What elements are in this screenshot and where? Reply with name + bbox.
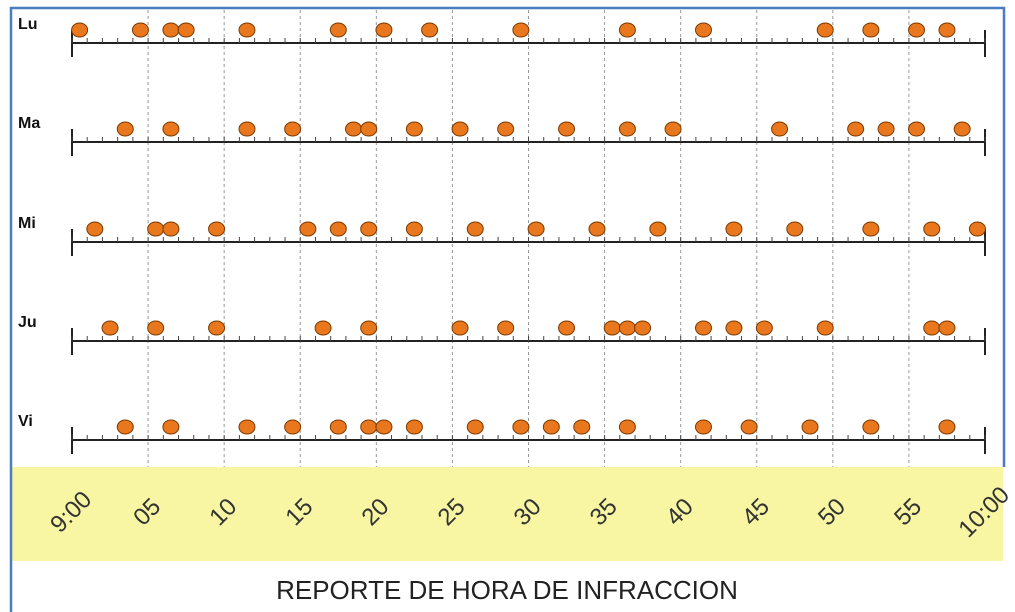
dot bbox=[497, 320, 515, 336]
dot bbox=[131, 22, 149, 38]
dot bbox=[664, 121, 682, 137]
frame bbox=[9, 6, 1006, 612]
row-label: Mi bbox=[18, 215, 36, 232]
dot bbox=[116, 419, 134, 435]
tick-band bbox=[12, 467, 1003, 561]
dot bbox=[314, 320, 332, 336]
dot bbox=[771, 121, 789, 137]
row-label: Ju bbox=[18, 314, 37, 331]
row-label: Lu bbox=[18, 16, 38, 33]
dot bbox=[862, 22, 880, 38]
dot bbox=[345, 121, 363, 137]
dot bbox=[466, 221, 484, 237]
dot bbox=[177, 22, 195, 38]
dot bbox=[360, 121, 378, 137]
dot bbox=[238, 419, 256, 435]
dot bbox=[208, 320, 226, 336]
dot bbox=[329, 22, 347, 38]
dot bbox=[375, 419, 393, 435]
dot bbox=[877, 121, 895, 137]
dot bbox=[968, 221, 986, 237]
dot bbox=[238, 121, 256, 137]
dot bbox=[238, 22, 256, 38]
dot bbox=[360, 221, 378, 237]
dot bbox=[329, 419, 347, 435]
dot bbox=[147, 320, 165, 336]
dot bbox=[512, 22, 530, 38]
dot bbox=[405, 221, 423, 237]
chart-title: REPORTE DE HORA DE INFRACCION bbox=[276, 575, 738, 605]
dot bbox=[801, 419, 819, 435]
dot bbox=[299, 221, 317, 237]
dot bbox=[862, 221, 880, 237]
row-label: Vi bbox=[18, 413, 33, 430]
dot bbox=[816, 320, 834, 336]
dot bbox=[512, 419, 530, 435]
row-label: Ma bbox=[18, 115, 40, 132]
dot bbox=[405, 419, 423, 435]
dot bbox=[603, 320, 621, 336]
dot bbox=[938, 320, 956, 336]
dot bbox=[542, 419, 560, 435]
dot bbox=[634, 320, 652, 336]
dot bbox=[816, 22, 834, 38]
dot bbox=[740, 419, 758, 435]
dot bbox=[573, 419, 591, 435]
dot bbox=[405, 121, 423, 137]
dot bbox=[618, 121, 636, 137]
dot bbox=[451, 121, 469, 137]
dot bbox=[162, 22, 180, 38]
dot bbox=[694, 22, 712, 38]
dot bbox=[71, 22, 89, 38]
dot bbox=[162, 419, 180, 435]
dot bbox=[284, 121, 302, 137]
dot bbox=[618, 320, 636, 336]
dot bbox=[284, 419, 302, 435]
dot bbox=[101, 320, 119, 336]
dot bbox=[375, 22, 393, 38]
dot bbox=[86, 221, 104, 237]
dot bbox=[923, 320, 941, 336]
dot bbox=[360, 419, 378, 435]
dot bbox=[618, 419, 636, 435]
dot bbox=[938, 419, 956, 435]
dot bbox=[329, 221, 347, 237]
dot bbox=[558, 121, 576, 137]
dot bbox=[421, 22, 439, 38]
dot bbox=[862, 419, 880, 435]
dot bbox=[649, 221, 667, 237]
dot bbox=[208, 221, 226, 237]
dot bbox=[147, 221, 165, 237]
dot bbox=[360, 320, 378, 336]
dot bbox=[497, 121, 515, 137]
dot bbox=[725, 221, 743, 237]
dot bbox=[923, 221, 941, 237]
dot bbox=[694, 320, 712, 336]
dot bbox=[908, 22, 926, 38]
dot bbox=[908, 121, 926, 137]
dot bbox=[162, 121, 180, 137]
dot bbox=[953, 121, 971, 137]
dot bbox=[588, 221, 606, 237]
dot bbox=[725, 320, 743, 336]
dot bbox=[116, 121, 134, 137]
dot bbox=[558, 320, 576, 336]
dot bbox=[847, 121, 865, 137]
dot bbox=[786, 221, 804, 237]
dot bbox=[694, 419, 712, 435]
dot bbox=[618, 22, 636, 38]
dot bbox=[938, 22, 956, 38]
dot bbox=[466, 419, 484, 435]
dot bbox=[527, 221, 545, 237]
dot bbox=[451, 320, 469, 336]
dot bbox=[755, 320, 773, 336]
dot bbox=[162, 221, 180, 237]
